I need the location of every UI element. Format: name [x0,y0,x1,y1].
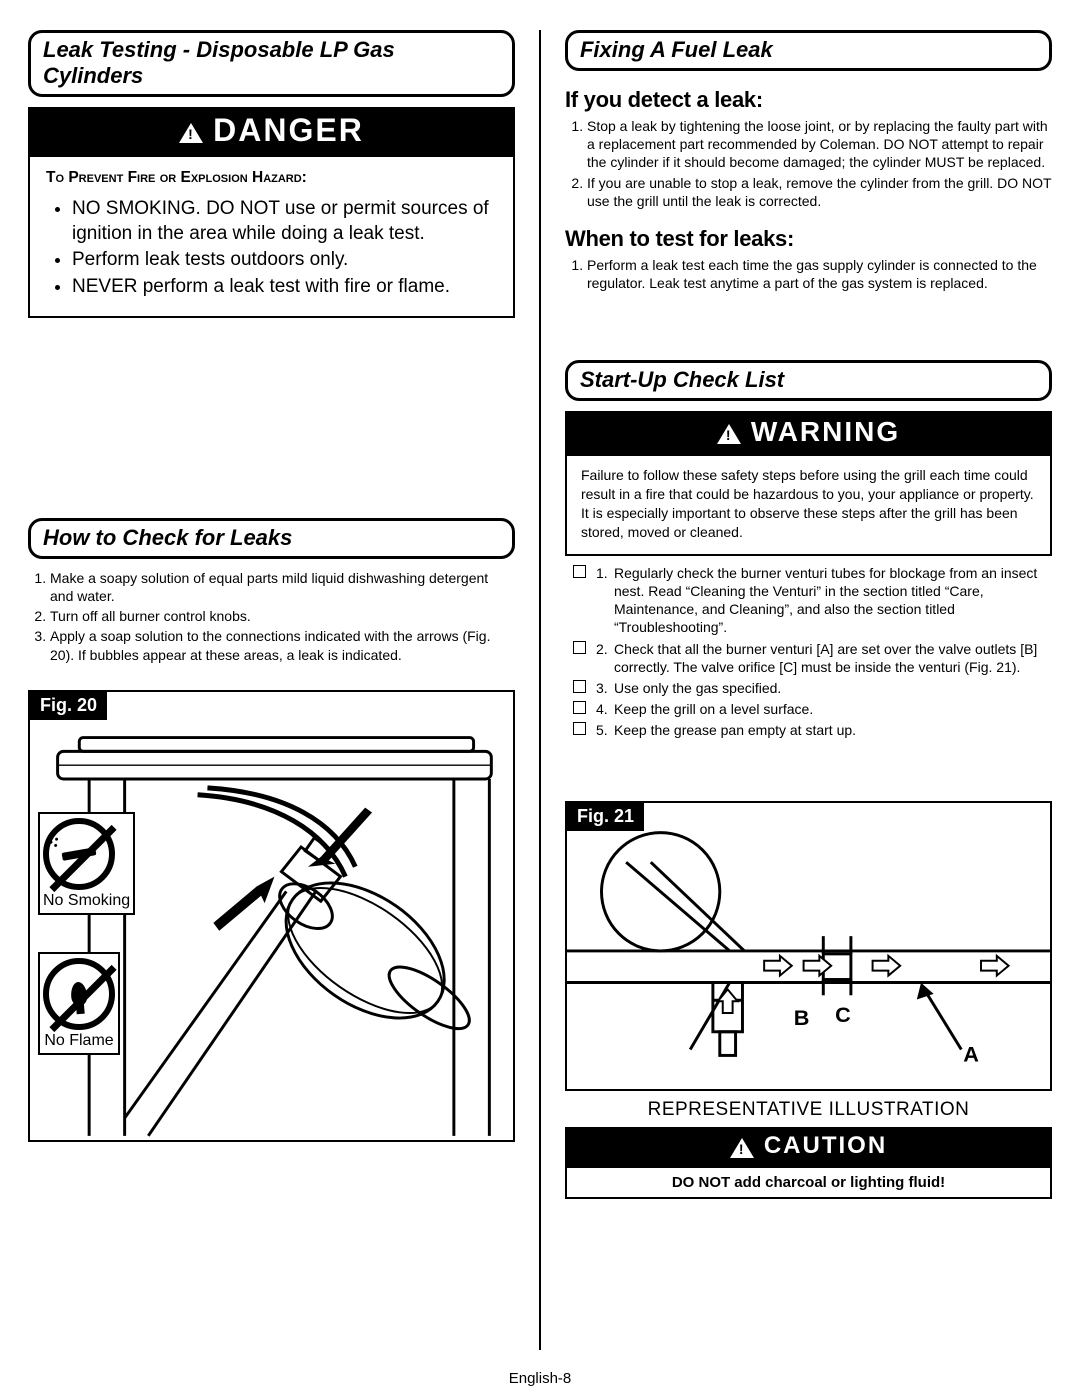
step: If you are unable to stop a leak, remove… [587,174,1052,210]
warning-triangle-icon [179,123,203,143]
no-smoking-icon [43,818,115,890]
check-item: Keep the grease pan empty at start up. [614,721,856,739]
section-how-check: How to Check for Leaks [28,518,515,559]
danger-intro: To Prevent Fire or Explosion Hazard: [46,169,497,187]
danger-item: Perform leak tests outdoors only. [72,248,497,273]
venturi-illustration: B C A [567,803,1050,1089]
caution-bar: CAUTION [565,1127,1052,1166]
checkbox-icon [573,680,586,693]
representative-illustration-label: REPRESENTATIVE ILLUSTRATION [565,1099,1052,1121]
warning-label: WARNING [751,416,900,448]
label-c: C [835,1001,851,1026]
danger-bar: DANGER [28,107,515,155]
warning-bar: WARNING [565,411,1052,454]
section-fixing-leak: Fixing A Fuel Leak [565,30,1052,71]
detect-steps: Stop a leak by tightening the loose join… [565,117,1052,212]
danger-item: NO SMOKING. DO NOT use or permit sources… [72,197,497,246]
grill-illustration [30,692,513,1140]
column-divider [539,30,541,1350]
label-b: B [794,1004,810,1029]
check-item: Keep the grill on a level surface. [614,700,813,718]
figure-label: Fig. 20 [30,692,107,720]
checkbox-icon [573,641,586,654]
step: Stop a leak by tightening the loose join… [587,117,1052,172]
step: Perform a leak test each time the gas su… [587,256,1052,292]
subhead-detect: If you detect a leak: [565,87,1052,113]
manual-page: Leak Testing - Disposable LP Gas Cylinde… [0,0,1080,1397]
label-a: A [963,1041,979,1066]
no-flame-label: No Flame [43,1032,115,1050]
figure-20: Fig. 20 [28,690,515,1142]
page-number: English-8 [0,1370,1080,1387]
check-item: Check that all the burner venturi [A] ar… [614,640,1052,676]
figure-21: Fig. 21 [565,801,1052,1091]
caution-label: CAUTION [764,1132,887,1160]
step: Make a soapy solution of equal parts mil… [50,569,515,605]
section-startup: Start-Up Check List [565,360,1052,401]
right-column: Fixing A Fuel Leak If you detect a leak:… [565,30,1052,1350]
danger-box: To Prevent Fire or Explosion Hazard: NO … [28,155,515,318]
caution-text: DO NOT add charcoal or lighting fluid! [565,1166,1052,1199]
subhead-when: When to test for leaks: [565,226,1052,252]
when-steps: Perform a leak test each time the gas su… [565,256,1052,294]
warning-box: Failure to follow these safety steps bef… [565,454,1052,556]
no-smoking-block: No Smoking [38,812,135,915]
checkbox-icon [573,701,586,714]
section-leak-testing: Leak Testing - Disposable LP Gas Cylinde… [28,30,515,97]
figure-label: Fig. 21 [567,803,644,831]
danger-label: DANGER [213,112,364,149]
step: Turn off all burner control knobs. [50,607,515,625]
check-item: Use only the gas specified. [614,679,781,697]
warning-triangle-icon [730,1138,754,1158]
check-steps: Make a soapy solution of equal parts mil… [28,569,515,666]
startup-checklist: 1.Regularly check the burner venturi tub… [565,564,1052,743]
checkbox-icon [573,565,586,578]
checkbox-icon [573,722,586,735]
no-flame-icon [43,958,115,1030]
danger-item: NEVER perform a leak test with fire or f… [72,275,497,300]
warning-triangle-icon [717,424,741,444]
left-column: Leak Testing - Disposable LP Gas Cylinde… [28,30,515,1350]
no-smoking-label: No Smoking [43,892,130,910]
check-item: Regularly check the burner venturi tubes… [614,564,1052,637]
step: Apply a soap solution to the connections… [50,627,515,663]
no-flame-block: No Flame [38,952,120,1055]
